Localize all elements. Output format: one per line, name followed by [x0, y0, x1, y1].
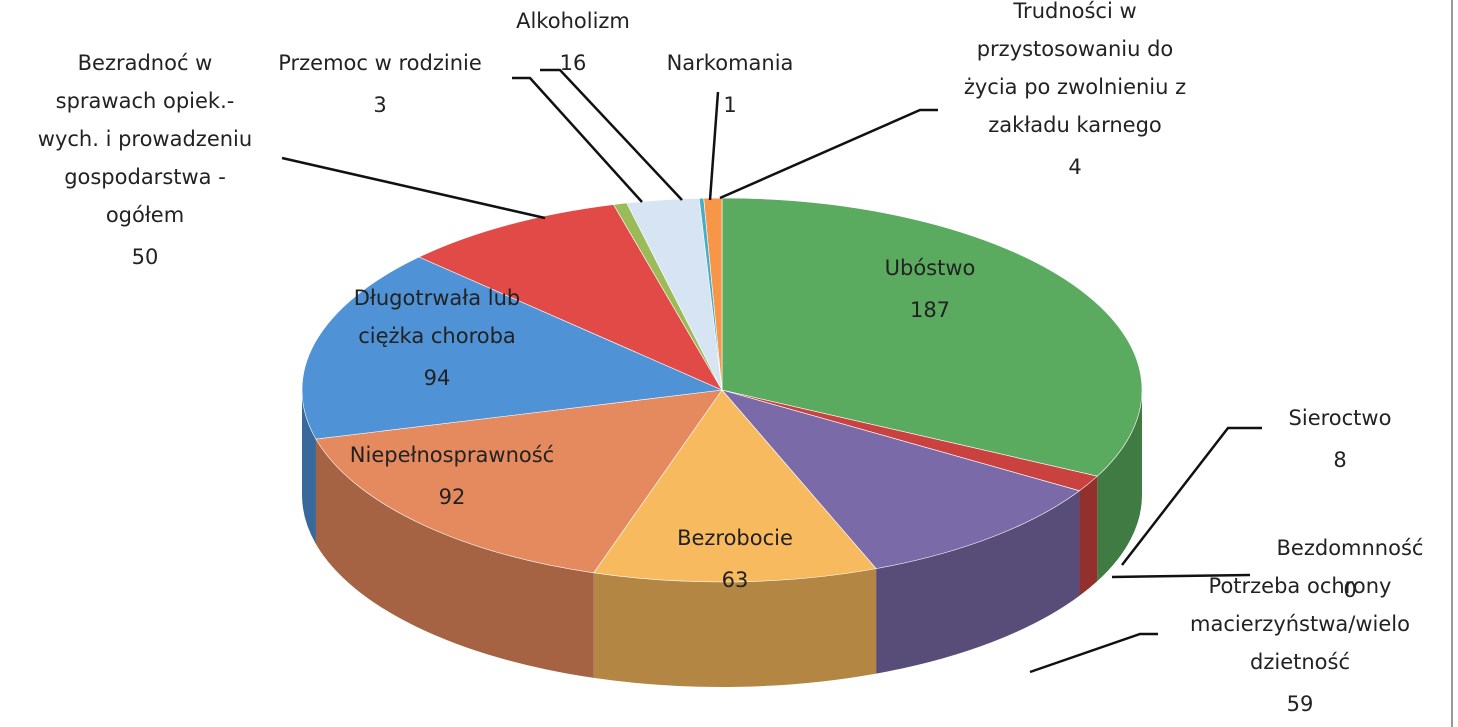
value-label: 16	[560, 51, 587, 75]
value-label: 63	[722, 568, 749, 592]
value-label: 4	[1068, 155, 1081, 179]
slice	[593, 389, 877, 583]
value-label: 187	[910, 298, 950, 322]
leader-line	[719, 108, 938, 200]
category-label: Alkoholizm	[516, 9, 630, 33]
category-label: Niepełnosprawność	[350, 443, 554, 467]
leader-line	[540, 68, 683, 201]
category-label: Sieroctwo	[1289, 406, 1392, 430]
leader-line	[1029, 632, 1158, 674]
slice	[301, 256, 724, 440]
value-label: 1	[723, 93, 736, 117]
leader-line	[281, 156, 546, 220]
leader-line	[512, 76, 643, 203]
slice-side	[315, 439, 594, 678]
category-label: Bezrobocie	[677, 526, 793, 550]
slice	[418, 204, 723, 391]
category-label: Narkomania	[667, 51, 794, 75]
category-label: Potrzeba ochrony macierzyństwa/wielo dziet…	[1190, 574, 1410, 674]
slice	[721, 389, 1081, 569]
leader-line	[1121, 426, 1262, 566]
category-label: Długotrwała lub ciężka choroba	[354, 286, 521, 348]
value-label: 3	[373, 93, 386, 117]
category-label: Przemoc w rodzinie	[278, 51, 482, 75]
category-label: Bezdomnność	[1277, 536, 1424, 560]
slice-side	[1097, 390, 1142, 582]
value-label: 59	[1287, 692, 1314, 716]
slice-side	[302, 390, 316, 545]
value-label: 92	[439, 485, 466, 509]
leader-line	[1111, 573, 1251, 579]
value-label: 0	[1343, 578, 1356, 602]
value-label: 50	[132, 245, 159, 269]
slice	[315, 389, 723, 574]
category-label: Bezradnoć w sprawach opiek.-wych. i prowa…	[38, 51, 252, 227]
leader-line	[708, 91, 720, 201]
slice-side	[593, 568, 877, 688]
category-label: Ubóstwo	[885, 256, 976, 280]
category-label: Trudności w przystosowaniu do życia po zwo…	[964, 0, 1186, 137]
slice-side	[876, 490, 1080, 674]
value-label: 94	[424, 366, 451, 390]
slice-side	[1079, 476, 1098, 596]
value-label: 8	[1333, 448, 1346, 472]
slice	[721, 197, 1143, 477]
